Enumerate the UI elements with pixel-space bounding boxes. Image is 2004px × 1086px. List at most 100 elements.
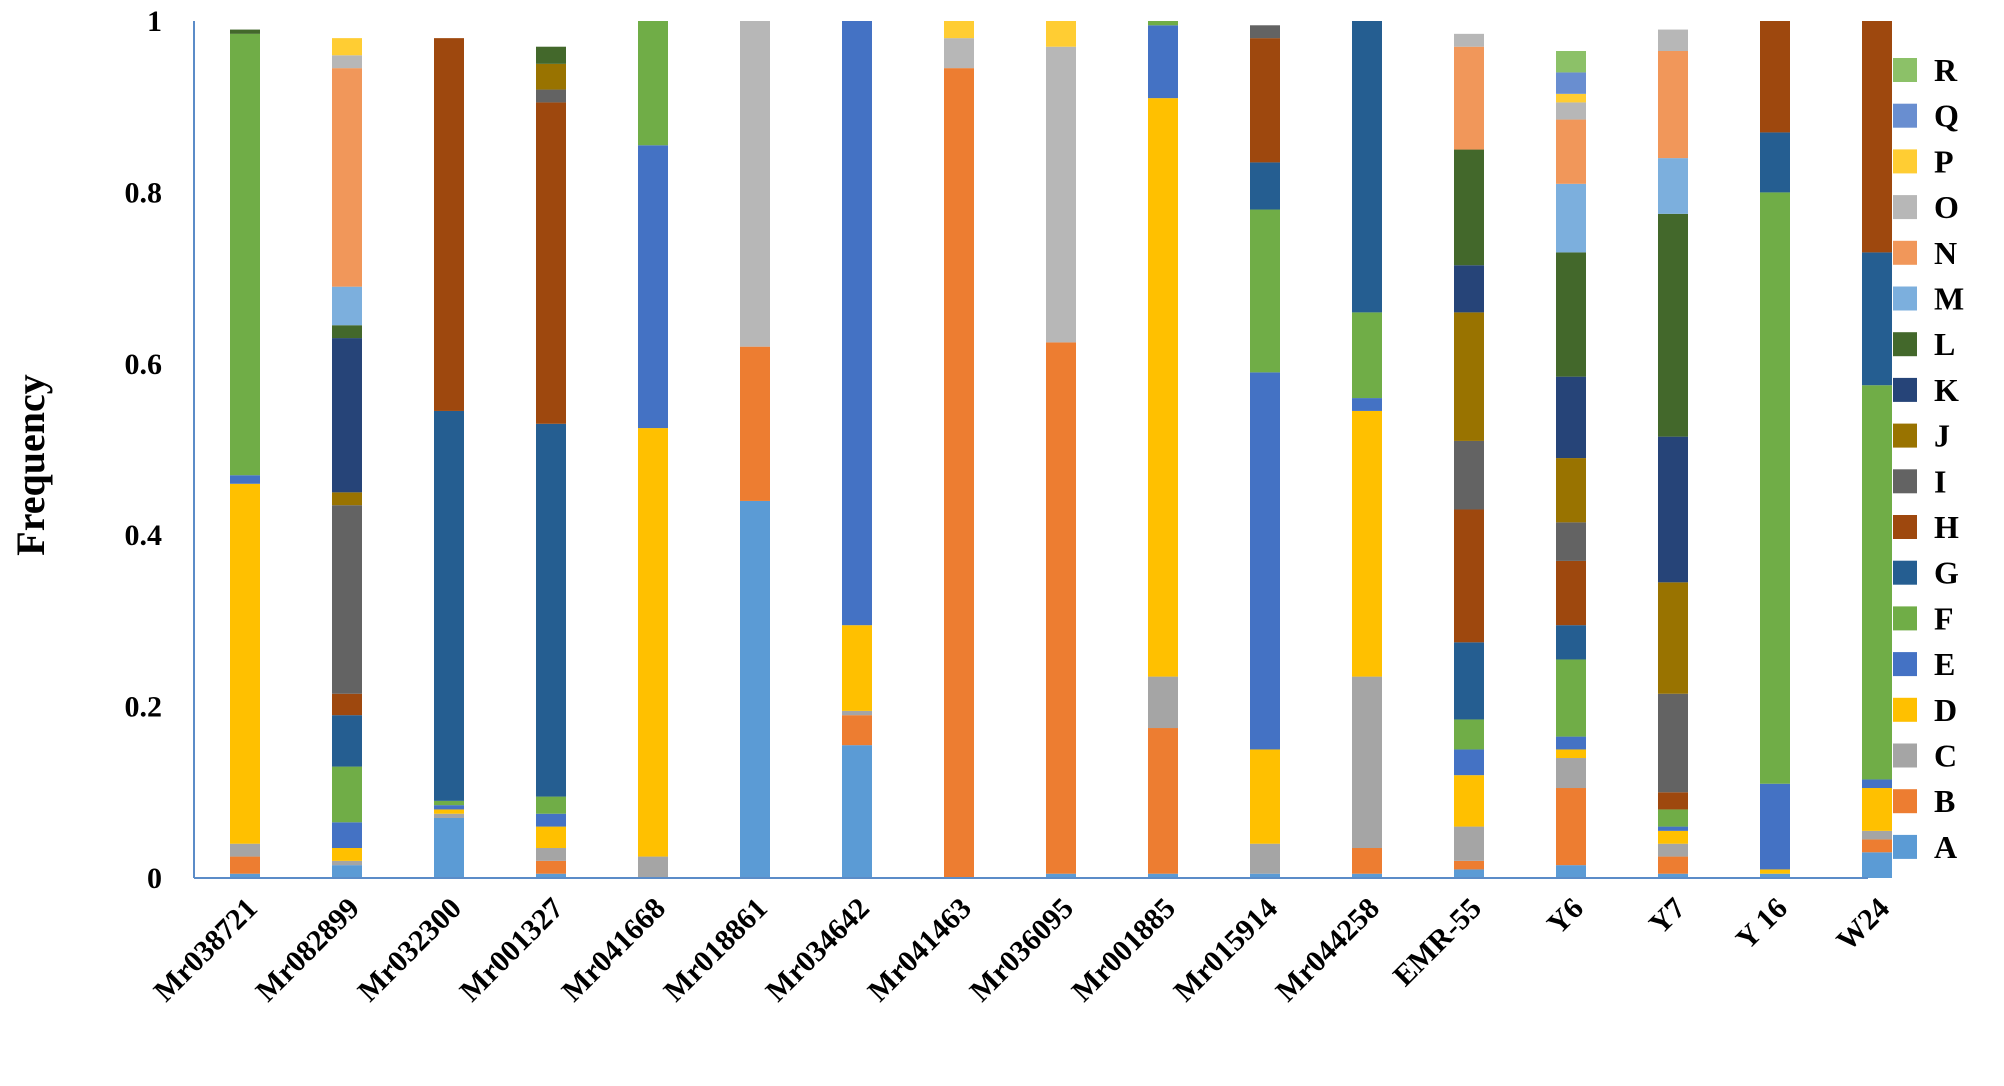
bar-segment-A <box>230 873 260 878</box>
x-tick-label: Y 16 <box>1730 892 1794 956</box>
bar-segment-D <box>1352 410 1382 677</box>
legend-swatch <box>1893 58 1917 82</box>
bar-segment-D <box>1148 98 1178 677</box>
legend-item-F: F <box>1893 600 1954 636</box>
bar-segment-G <box>1760 132 1790 193</box>
bar-stack <box>1352 21 1382 878</box>
bar-segment-J <box>332 492 362 506</box>
y-axis-ticks: 0 0.2 0.4 0.6 0.8 1 <box>125 5 163 895</box>
bar-segment-B <box>536 860 566 874</box>
x-tick-label: Mr032300 <box>352 892 468 1008</box>
legend-swatch <box>1893 515 1917 539</box>
bar-segment-C <box>1454 826 1484 861</box>
legend-label: A <box>1934 829 1957 865</box>
bar-segment-D <box>1658 830 1688 844</box>
bars <box>230 21 1892 878</box>
bar-segment-A <box>1454 869 1484 878</box>
y-axis-label: Frequency <box>8 374 53 555</box>
legend-item-N: N <box>1893 235 1957 271</box>
bar-segment-G <box>434 410 464 801</box>
legend-item-H: H <box>1893 509 1959 545</box>
bar-stack <box>434 38 464 878</box>
legend-swatch <box>1893 560 1917 585</box>
bar-segment-N <box>1658 50 1688 159</box>
legend-item-R: R <box>1893 52 1958 88</box>
bar-segment-D <box>1454 775 1484 827</box>
bar-segment-C <box>1148 676 1178 729</box>
bar-segment-H <box>1250 38 1280 163</box>
bar-segment-G <box>1250 162 1280 210</box>
bar-segment-G <box>536 423 566 797</box>
bar-segment-C <box>332 860 362 866</box>
bar-segment-J <box>1658 582 1688 694</box>
legend-label: O <box>1934 189 1959 225</box>
bar-segment-F <box>1250 209 1280 373</box>
bar-stack <box>536 46 566 878</box>
legend-swatch <box>1893 606 1917 631</box>
bar-segment-N <box>1454 46 1484 150</box>
bar-segment-A <box>1658 873 1688 878</box>
x-tick-label: Mr018861 <box>658 892 774 1008</box>
bar-segment-H <box>1862 21 1892 253</box>
bar-segment-D <box>1862 788 1892 831</box>
bar-segment-I <box>536 89 566 103</box>
bar-segment-C <box>638 856 668 878</box>
bar-segment-D <box>536 826 566 849</box>
legend-swatch <box>1893 149 1917 174</box>
x-tick-label: Y6 <box>1541 892 1590 941</box>
bar-segment-E <box>1862 779 1892 789</box>
bar-segment-G <box>1556 625 1586 660</box>
bar-segment-H <box>1658 792 1688 810</box>
bar-segment-O <box>740 21 770 347</box>
bar-segment-O <box>332 55 362 69</box>
bar-segment-D <box>638 428 668 857</box>
bar-stack <box>740 21 770 878</box>
bar-segment-A <box>1046 873 1076 878</box>
legend-swatch <box>1893 377 1917 402</box>
bar-segment-I <box>332 505 362 694</box>
bar-segment-N <box>332 68 362 287</box>
bar-segment-F <box>1760 192 1790 784</box>
bar-segment-E <box>638 145 668 429</box>
bar-segment-A <box>1760 873 1790 878</box>
bar-segment-P <box>332 38 362 56</box>
bar-segment-L <box>1556 252 1586 377</box>
bar-segment-P <box>944 21 974 39</box>
bar-segment-F <box>1454 719 1484 750</box>
bar-segment-N <box>1556 119 1586 184</box>
bar-segment-E <box>1760 783 1790 870</box>
bar-segment-A <box>1556 865 1586 878</box>
x-tick-label: W24 <box>1830 892 1896 958</box>
bar-segment-G <box>1454 642 1484 720</box>
x-tick-label: Y7 <box>1643 892 1692 941</box>
legend-label: C <box>1934 738 1957 774</box>
bar-segment-F <box>1556 659 1586 737</box>
bar-segment-H <box>1454 509 1484 643</box>
bar-segment-E <box>332 822 362 849</box>
bar-segment-I <box>1658 693 1688 793</box>
legend-label: G <box>1934 555 1959 591</box>
bar-segment-E <box>1658 826 1688 831</box>
legend-swatch <box>1893 423 1917 448</box>
bar-segment-D <box>1250 749 1280 844</box>
legend-label: D <box>1934 692 1957 728</box>
legend-item-A: A <box>1893 829 1957 865</box>
legend-swatch <box>1893 652 1917 677</box>
bar-segment-A <box>1862 852 1892 878</box>
bar-segment-H <box>1760 21 1790 133</box>
y-tick-label: 1 <box>147 5 162 38</box>
legend-swatch <box>1893 469 1917 494</box>
bar-segment-F <box>332 766 362 823</box>
legend-item-J: J <box>1893 418 1950 454</box>
legend-label: B <box>1934 783 1955 819</box>
bar-segment-E <box>536 813 566 827</box>
bar-segment-F <box>638 21 668 146</box>
bar-segment-B <box>1352 848 1382 874</box>
bar-segment-B <box>230 856 260 874</box>
bar-segment-C <box>536 848 566 861</box>
bar-segment-O <box>1454 33 1484 47</box>
bar-segment-C <box>230 843 260 857</box>
legend-swatch <box>1893 332 1917 357</box>
legend-swatch <box>1893 743 1917 768</box>
bar-segment-O <box>1046 46 1076 343</box>
